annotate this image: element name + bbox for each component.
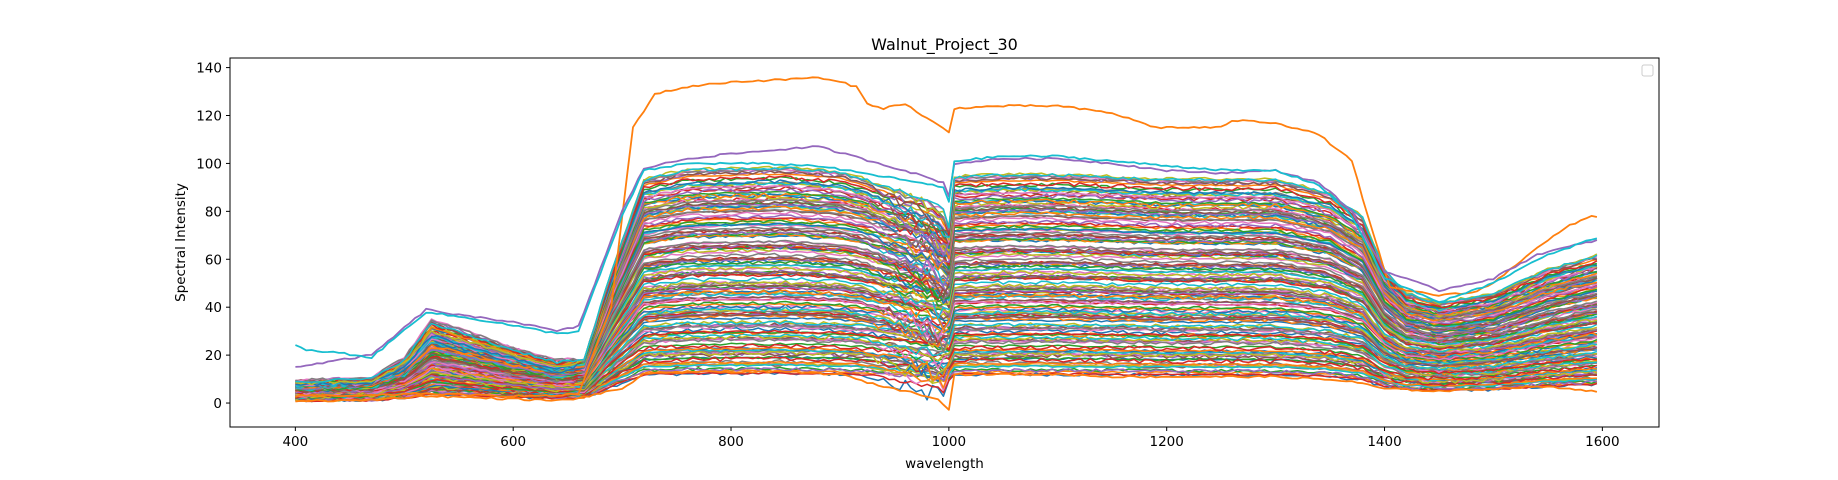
x-tick-label: 1400 [1367,434,1401,450]
x-tick-label: 600 [500,434,526,450]
plot-area-frame [229,57,1660,428]
y-tick-label: 0 [213,396,222,412]
highlight-series-line [295,76,1598,398]
spectrum-series-line [294,343,1598,401]
x-tick-label: 1000 [932,434,966,450]
series-layer [294,76,1598,411]
highlight-series-line [295,154,1598,359]
highlight-series-line [295,370,1598,411]
y-tick-label: 60 [205,252,222,268]
y-axis-label: Spectral Intensity [173,183,189,302]
y-tick-label: 40 [205,300,222,316]
x-axis-ticks: 400 600 800 1000 1200 1400 1600 [282,427,1620,450]
y-tick-label: 100 [196,156,222,172]
spectrum-series-line [295,255,1597,393]
x-tick-label: 800 [718,434,744,450]
x-axis-label: wavelength [905,456,984,472]
highlight-series-line [295,145,1598,368]
x-tick-label: 400 [282,434,308,450]
x-tick-label: 1600 [1585,434,1619,450]
y-tick-label: 140 [196,61,222,77]
spectrum-series-line [295,289,1598,396]
y-tick-label: 80 [205,204,222,220]
legend-box [1641,64,1654,77]
y-axis-ticks: 0 20 40 60 80 100 120 140 [196,61,230,412]
y-tick-label: 120 [196,109,222,125]
y-tick-label: 20 [205,348,222,364]
chart-title: Walnut_Project_30 [871,35,1018,55]
spectrum-series-line [295,179,1597,387]
x-tick-label: 1200 [1150,434,1184,450]
